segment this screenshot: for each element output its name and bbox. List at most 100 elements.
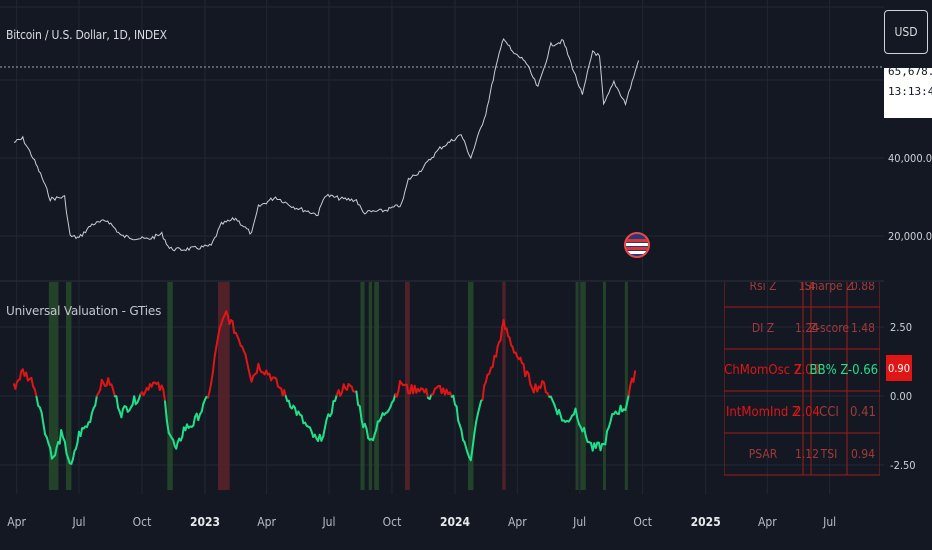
indicator-segment: [89, 412, 93, 423]
indicator-segment: [63, 440, 68, 455]
indicator-segment: [624, 401, 629, 411]
green-signal-band: [468, 282, 474, 490]
table-cell: 1.48: [851, 321, 875, 335]
red-signal-band: [502, 282, 506, 490]
indicator-segment: [30, 376, 35, 388]
time-tick-label: 2024: [440, 515, 471, 529]
indicator-tick-label: 2.50: [890, 321, 912, 334]
indicator-tick-label: 0.00: [890, 390, 912, 403]
price-tick-label: 20,000.00: [888, 230, 932, 243]
indicator-segment: [471, 432, 476, 449]
indicator-segment: [527, 372, 532, 386]
indicator-segment: [246, 361, 250, 370]
indicator-segment: [323, 418, 328, 429]
indicator-segment: [60, 429, 64, 439]
indicator-segment: [574, 407, 579, 420]
indicator-segment: [42, 423, 47, 436]
price-axis: 40,000.00 20,000.00: [888, 152, 932, 243]
time-tick-label: Jul: [822, 515, 836, 529]
indicator-value-label: 0.90: [886, 355, 912, 381]
indicator-segment: [584, 435, 589, 443]
table-cell: IntMomInd Z: [726, 405, 800, 420]
green-signal-band: [580, 282, 586, 490]
table-cell: 1.4: [798, 279, 815, 293]
table-cell: 2.04: [794, 405, 820, 420]
indicator-segment: [112, 388, 116, 398]
indicator-segment: [322, 426, 326, 438]
indicator-segment: [231, 320, 236, 334]
indicator-segment: [213, 346, 218, 359]
indicator-segment: [460, 429, 464, 441]
indicator-segment: [94, 394, 98, 407]
indicator-segment: [499, 326, 504, 342]
time-tick-label: Apr: [257, 515, 276, 529]
chart-grid: [0, 0, 884, 494]
table-cell: 0.88: [851, 279, 875, 293]
indicator-segment: [300, 414, 305, 425]
time-tick-label: Apr: [7, 515, 26, 529]
table-cell: CCI: [819, 405, 839, 420]
indicator-segment: [75, 441, 79, 450]
table-cell: 0.41: [850, 405, 876, 420]
indicator-segment: [164, 400, 168, 422]
table-cell: ChMomOsc Z: [724, 363, 802, 378]
indicator-segment: [35, 395, 40, 407]
time-tick-label: Jul: [71, 515, 85, 529]
indicator-segment: [632, 370, 637, 383]
indicator-segment: [607, 420, 612, 429]
indicator-segment: [79, 427, 84, 437]
indicator-segment: [491, 354, 496, 368]
indicator-segment: [599, 443, 604, 452]
indicator-segment: [200, 402, 205, 413]
indicator-segment: [397, 380, 401, 393]
indicator-segment: [45, 436, 50, 445]
indicator-segment: [257, 362, 261, 371]
green-signal-band: [65, 282, 72, 490]
indicator-segment: [505, 327, 510, 337]
indicator-segment: [425, 388, 429, 399]
indicator-segment: [40, 411, 45, 425]
table-cell: 1.24: [795, 321, 819, 335]
indicator-segment: [475, 413, 479, 423]
bar-countdown: 13:13:49: [888, 85, 932, 98]
green-signal-band: [602, 282, 606, 490]
indicator-segment: [18, 370, 23, 381]
indicator-segment: [481, 384, 486, 401]
time-tick-label: Oct: [633, 515, 652, 529]
indicator-segment: [275, 377, 279, 388]
currency-button[interactable]: USD: [884, 10, 928, 54]
table-cell: PSAR: [749, 447, 778, 461]
indicator-segment: [215, 336, 219, 349]
indicator-segment: [627, 384, 632, 396]
indicator-segment: [543, 381, 547, 394]
indicator-tick-label: -2.50: [890, 459, 916, 472]
indicator-segment: [358, 405, 363, 421]
us-flag-event-icon[interactable]: [624, 232, 650, 258]
indicator-segment: [162, 387, 166, 403]
symbol-title: Bitcoin / U.S. Dollar, 1D, INDEX: [6, 28, 167, 42]
time-axis: Apr Jul Oct 2023 Apr Jul Oct 2024 Apr Jul Oct 2025 A…: [7, 515, 836, 529]
table-cell: Z-score: [809, 321, 849, 335]
indicator-segment: [508, 336, 513, 346]
green-signal-band: [575, 282, 579, 490]
indicator-segment: [476, 406, 481, 416]
indicator-segment: [14, 381, 18, 390]
indicator-segment: [495, 345, 499, 358]
indicator-segment: [405, 383, 410, 395]
indicator-segment: [452, 394, 456, 406]
indicator-segment: [609, 413, 614, 423]
table-cell: TSI: [820, 447, 838, 461]
red-signal-band: [218, 282, 230, 490]
indicator-segment: [165, 419, 170, 434]
indicator-series: [12, 310, 637, 465]
indicator-segment: [25, 371, 29, 382]
time-tick-label: Jul: [321, 515, 335, 529]
indicator-segment: [244, 353, 248, 363]
green-signal-band: [360, 282, 365, 490]
indicator-segment: [217, 326, 221, 339]
indicator-segment: [539, 380, 544, 389]
indicator-segment: [211, 356, 216, 373]
